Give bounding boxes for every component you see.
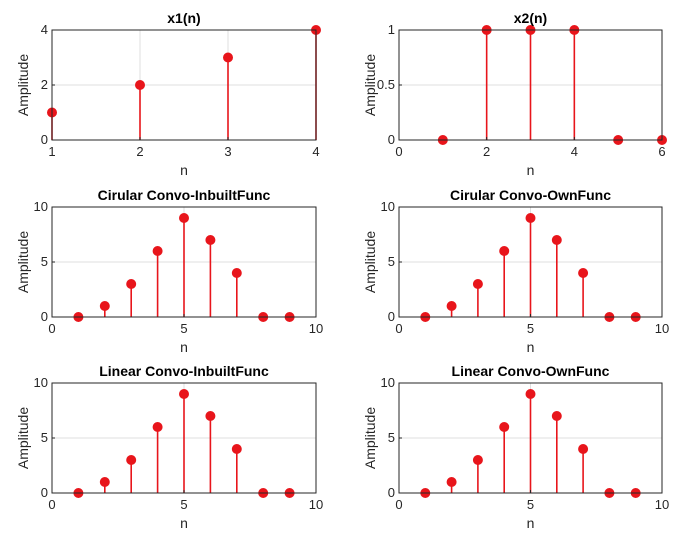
y-axis-label: Amplitude (362, 407, 378, 469)
stem-marker (223, 52, 233, 63)
y-tick-label: 2 (41, 77, 48, 92)
y-tick-label: 10 (34, 375, 48, 390)
y-axis-label: Amplitude (15, 407, 31, 469)
x-tick-label: 4 (312, 144, 319, 159)
stem-marker (152, 422, 163, 432)
subplot-title: Cirular Convo-OwnFunc (450, 187, 611, 203)
y-tick-label: 4 (41, 22, 48, 37)
subplot-1: 1 2 3 4 0 2 4 x1(n) n Amplitude (15, 10, 321, 178)
y-tick-label: 5 (388, 430, 395, 445)
y-tick-label: 0 (41, 309, 48, 324)
x-tick-label: 1 (48, 144, 55, 159)
x-tick-label: 5 (527, 497, 534, 512)
x-tick-label: 6 (658, 144, 665, 159)
subplot-5: 0 5 10 0 5 10 Linear Convo-InbuiltFunc n Amplitu… (15, 363, 323, 531)
stem-marker (446, 301, 457, 311)
subplot-title: x2(n) (514, 10, 547, 26)
subplot-title: x1(n) (167, 10, 200, 26)
stem-marker (99, 301, 110, 311)
x-axis-label: n (527, 339, 535, 355)
x-tick-label: 10 (309, 321, 323, 336)
y-axis-label: Amplitude (15, 54, 31, 116)
x-axis-label: n (180, 339, 188, 355)
stem-marker (525, 389, 536, 399)
stem-marker (231, 444, 242, 454)
stem-marker (126, 279, 137, 289)
y-tick-label: 0 (388, 132, 395, 147)
y-tick-label: 5 (388, 254, 395, 269)
x-tick-label: 0 (395, 321, 402, 336)
subplot-title: Linear Convo-InbuiltFunc (99, 363, 269, 379)
stem-marker (99, 477, 110, 487)
x-tick-label: 5 (180, 321, 187, 336)
stem-marker (551, 235, 562, 245)
x-axis-label: n (180, 515, 188, 531)
y-axis-label: Amplitude (15, 231, 31, 293)
subplot-3: 0 5 10 0 5 10 Cirular Convo-InbuiltFunc n Amplit… (15, 187, 323, 355)
stem-marker (126, 455, 137, 465)
y-tick-label: 10 (34, 199, 48, 214)
stem-marker (205, 411, 216, 421)
stem-marker (179, 213, 189, 223)
x-tick-label: 0 (395, 497, 402, 512)
stem-marker (578, 444, 589, 454)
y-tick-label: 1 (388, 22, 395, 37)
y-axis-label: Amplitude (362, 231, 378, 293)
y-axis-label: Amplitude (362, 54, 378, 116)
x-tick-label: 3 (224, 144, 231, 159)
y-tick-label: 0.5 (377, 77, 395, 92)
x-tick-label: 10 (655, 497, 669, 512)
subplot-title: Cirular Convo-InbuiltFunc (98, 187, 271, 203)
stem-marker (205, 235, 216, 245)
stem-marker (551, 411, 562, 421)
subplot-6: 0 5 10 0 5 10 Linear Convo-OwnFunc n Amplitude (362, 363, 669, 531)
stem-marker (472, 279, 483, 289)
x-axis-label: n (180, 162, 188, 178)
y-tick-label: 5 (41, 254, 48, 269)
stem-marker (499, 422, 510, 432)
x-tick-label: 5 (527, 321, 534, 336)
stem-marker (499, 246, 510, 256)
x-tick-label: 4 (571, 144, 578, 159)
x-tick-label: 0 (48, 497, 55, 512)
x-axis-label: n (527, 162, 535, 178)
y-tick-label: 0 (41, 132, 48, 147)
stem-marker (231, 268, 242, 278)
x-axis-label: n (527, 515, 535, 531)
x-tick-label: 2 (483, 144, 490, 159)
stem-marker (578, 268, 589, 278)
stem-marker (179, 389, 189, 399)
x-tick-label: 0 (48, 321, 55, 336)
y-tick-label: 0 (388, 485, 395, 500)
x-tick-label: 10 (309, 497, 323, 512)
x-tick-label: 5 (180, 497, 187, 512)
y-tick-label: 5 (41, 430, 48, 445)
y-tick-label: 0 (41, 485, 48, 500)
subplot-title: Linear Convo-OwnFunc (452, 363, 610, 379)
stem-marker (135, 80, 145, 90)
stem-marker (525, 213, 536, 223)
stem-marker (152, 246, 163, 256)
x-tick-label: 0 (395, 144, 402, 159)
subplot-4: 0 5 10 0 5 10 Cirular Convo-OwnFunc n Amplitude (362, 187, 669, 355)
y-tick-label: 10 (381, 199, 395, 214)
subplot-2: 0 2 4 6 0 0.5 1 x2(n) n Amplitude (362, 10, 667, 178)
y-tick-label: 10 (381, 375, 395, 390)
stem-marker (472, 455, 483, 465)
stem-marker (446, 477, 457, 487)
x-tick-label: 10 (655, 321, 669, 336)
y-tick-label: 0 (388, 309, 395, 324)
x-tick-label: 2 (136, 144, 143, 159)
